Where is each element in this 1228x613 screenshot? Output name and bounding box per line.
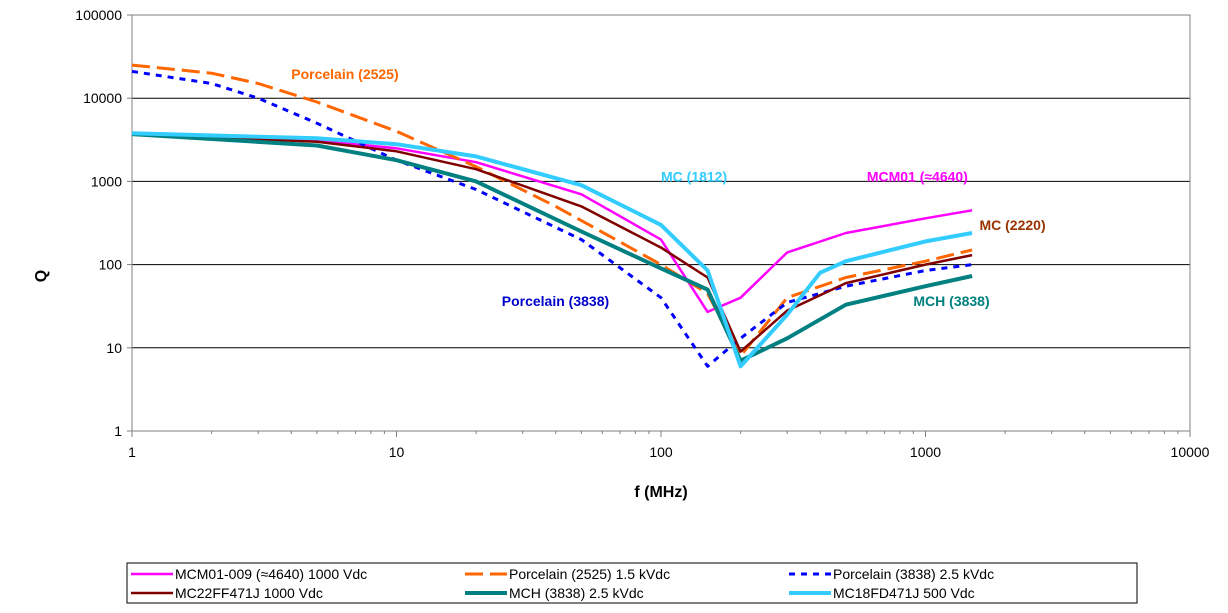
series-line-4 — [131, 132, 973, 353]
series-line-5 — [131, 132, 973, 363]
y-tick-label: 100 — [99, 257, 123, 273]
annotation-label: MCH (3838) — [913, 293, 989, 309]
x-tick-label: 10 — [389, 444, 405, 460]
annotation-label: MC (1812) — [661, 168, 727, 184]
series-lines — [131, 63, 973, 369]
series-line-2 — [131, 63, 973, 358]
x-axis-title: f (MHz) — [634, 484, 687, 501]
y-tick-label: 1000 — [91, 173, 122, 189]
annotation-label: MC (2220) — [979, 217, 1045, 233]
x-tick-label: 100 — [649, 444, 673, 460]
x-tick-label: 1000 — [910, 444, 941, 460]
legend-label: Porcelain (3838) 2.5 kVdc — [833, 566, 994, 582]
tick-labels: 1 10 100 1000 10000 100000 1 10 100 1000 10000 — [75, 7, 1209, 460]
legend: MCM01-009 (≈4640) 1000 Vdc Porcelain (252… — [126, 562, 1138, 604]
series-line-1 — [131, 132, 973, 314]
y-axis-title: Q — [33, 270, 50, 282]
y-tick-label: 1 — [114, 423, 122, 439]
annotations: Porcelain (2525) MC (1812) MCM01 (≈4640) MC… — [291, 66, 1045, 309]
annotation-label: MCM01 (≈4640) — [867, 168, 968, 184]
legend-label: MCH (3838) 2.5 kVdc — [509, 585, 644, 601]
legend-label: Porcelain (2525) 1.5 kVdc — [509, 566, 670, 582]
annotation-label: Porcelain (3838) — [502, 293, 609, 309]
x-tick-label: 1 — [128, 444, 136, 460]
legend-label: MC22FF471J 1000 Vdc — [175, 585, 323, 601]
series-line-6 — [131, 131, 973, 369]
y-tick-label: 100000 — [75, 7, 122, 23]
annotation-label: Porcelain (2525) — [291, 66, 398, 82]
x-tick-label: 10000 — [1171, 444, 1210, 460]
y-tick-label: 10000 — [83, 90, 122, 106]
y-tick-label: 10 — [106, 340, 122, 356]
legend-label: MCM01-009 (≈4640) 1000 Vdc — [175, 566, 367, 582]
legend-label: MC18FD471J 500 Vdc — [833, 585, 975, 601]
legend-box — [126, 562, 1138, 604]
